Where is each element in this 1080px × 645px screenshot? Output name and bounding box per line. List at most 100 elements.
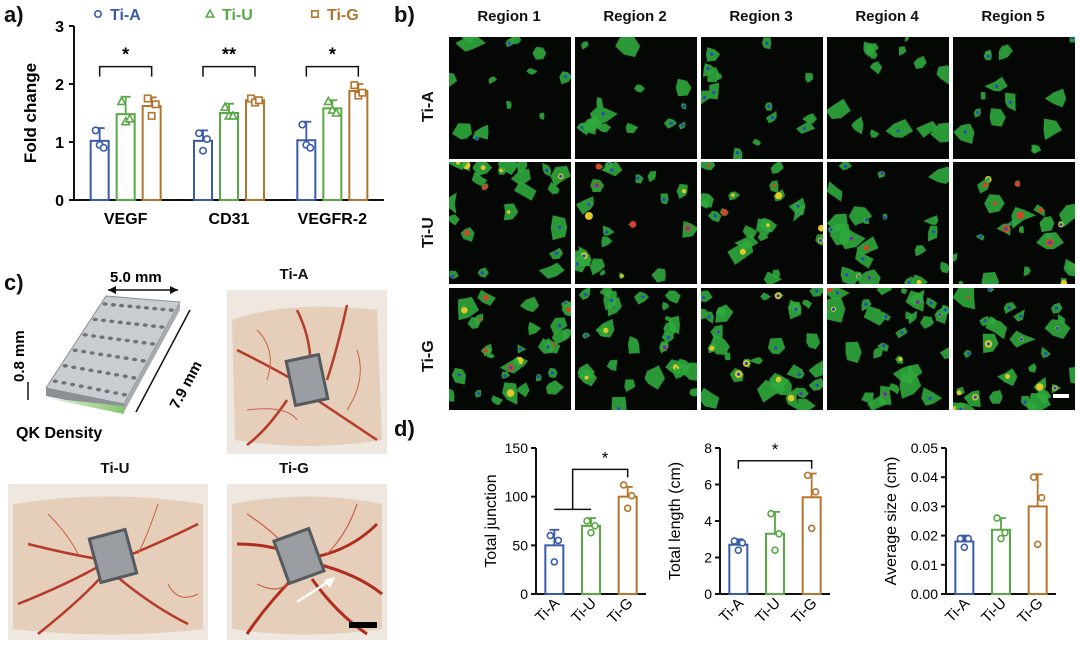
photo-ti-u	[8, 484, 208, 640]
scaffold-hole	[141, 341, 147, 345]
cell	[885, 119, 914, 138]
nucleus	[1048, 241, 1052, 245]
cell-marker	[482, 184, 488, 190]
scaffold-hole	[81, 349, 87, 354]
cell	[1040, 393, 1047, 404]
scaffold-hole	[61, 381, 67, 385]
cell	[876, 288, 893, 296]
cell	[580, 41, 589, 50]
nucleus	[537, 375, 541, 379]
data-point	[204, 8, 216, 18]
density-label: QK Density	[16, 425, 102, 442]
nucleus	[584, 334, 588, 338]
nucleus	[849, 236, 853, 240]
scaffold-hole	[121, 392, 127, 397]
cell	[539, 112, 545, 120]
cell	[829, 223, 851, 246]
cell	[538, 262, 565, 279]
cell-marker	[584, 375, 589, 380]
y-tick-label: 1	[55, 135, 64, 152]
data-point	[997, 534, 1005, 543]
nucleus	[1055, 326, 1059, 330]
cell	[930, 122, 949, 143]
cell	[506, 100, 512, 109]
region-header-2: Region 2	[603, 8, 667, 25]
cell	[920, 316, 934, 329]
y-tick-label: 2	[55, 77, 64, 94]
scaffold-hole	[127, 304, 133, 309]
cell	[545, 380, 564, 395]
data-point	[94, 10, 103, 19]
cell	[455, 37, 486, 52]
region-header-1: Region 1	[477, 8, 541, 25]
cell	[1063, 258, 1075, 277]
nucleus	[770, 116, 775, 120]
photo-ti-a	[227, 290, 387, 454]
data-point	[310, 10, 319, 19]
cell-marker	[463, 229, 470, 236]
average-size-chart: 0.00 0.01 0.02 0.03 0.04 0.05 Average size (cm…	[883, 440, 1056, 627]
data-point	[623, 504, 632, 513]
cell	[770, 162, 784, 174]
category-label: VEGF	[104, 211, 148, 228]
total-length-chart: 0 2 4 6 8 Total length (cm) Ti-A Ti-U Ti-G *	[668, 440, 830, 627]
cell	[516, 382, 530, 398]
height-label: 0.8 mm	[11, 330, 28, 382]
nucleus	[864, 302, 868, 306]
nucleus	[815, 383, 819, 387]
cell	[702, 63, 716, 77]
image-background	[827, 37, 949, 159]
nucleus	[937, 313, 942, 317]
cell-marker	[565, 307, 571, 313]
nucleus	[711, 90, 716, 94]
arrowhead-icon	[108, 286, 116, 294]
nucleus	[967, 351, 971, 356]
cell	[901, 288, 908, 295]
microscopy-image	[449, 37, 571, 159]
nucleus	[601, 112, 605, 116]
nucleus	[605, 230, 609, 234]
cell	[707, 66, 720, 83]
scaffold-hole	[160, 307, 166, 312]
cell	[547, 181, 560, 195]
nucleus	[736, 372, 741, 376]
cell	[802, 113, 817, 124]
cell	[1039, 216, 1055, 233]
cell	[809, 288, 823, 297]
y-tick-label: 3	[55, 19, 64, 36]
cell	[888, 383, 900, 395]
cell	[1069, 367, 1075, 384]
nucleus	[706, 66, 710, 70]
nucleus	[669, 121, 674, 125]
nucleus	[907, 280, 911, 284]
cell	[848, 206, 873, 226]
cell	[908, 310, 918, 325]
cell	[863, 41, 875, 55]
cell-marker	[731, 193, 735, 197]
category-label: Ti-A	[942, 595, 973, 626]
region-header-5: Region 5	[981, 8, 1045, 25]
cell-marker	[827, 288, 833, 293]
nucleus	[641, 295, 645, 299]
scaffold-hole	[116, 337, 122, 342]
cell	[928, 166, 949, 184]
microscopy-image	[449, 162, 571, 284]
nucleus	[865, 217, 869, 222]
scaffold-hole	[135, 305, 141, 309]
data-point	[323, 95, 334, 106]
cell-marker	[966, 296, 970, 300]
length-label: 7.9 mm	[167, 358, 206, 412]
scaffold-hole	[131, 376, 137, 380]
data-point	[1037, 493, 1046, 502]
cell-marker	[992, 201, 997, 206]
cell	[615, 37, 641, 57]
cell	[449, 192, 457, 214]
scaffold-hole	[106, 353, 112, 358]
cell	[840, 266, 861, 284]
photo-title-ti-g: Ti-G	[279, 460, 309, 477]
arrow-icon	[324, 577, 335, 588]
nucleus	[616, 407, 621, 410]
cell-marker	[480, 165, 486, 171]
category-label: Ti-A	[716, 595, 747, 626]
category-label: Ti-G	[604, 595, 636, 627]
